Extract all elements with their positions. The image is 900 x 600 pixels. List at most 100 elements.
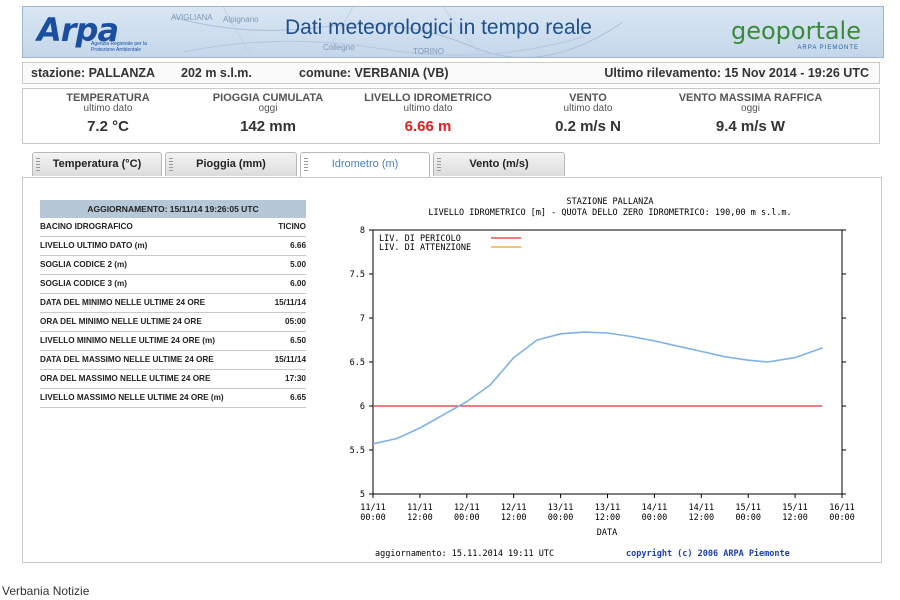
geoportale-subtitle: ARPA PIEMONTE <box>797 45 859 51</box>
x-tick-label: 13/11 <box>548 503 574 513</box>
measure-value: 0.2 m/s N <box>555 118 621 135</box>
arpa-logo-text: Arpa <box>37 11 119 49</box>
chart-svg: STAZIONE PALLANZA LIVELLO IDROMETRICO [m… <box>350 197 855 559</box>
tab-vento[interactable]: Vento (m/s) <box>433 152 565 176</box>
x-tick-label: 00:00 <box>548 513 574 523</box>
x-tick-label: 13/11 <box>595 503 621 513</box>
row-value: 5.00 <box>290 260 306 269</box>
content-panel <box>22 177 882 563</box>
x-tick-label: 12:00 <box>501 513 527 523</box>
x-tick-label: 00:00 <box>360 513 386 523</box>
table-row: LIVELLO MINIMO NELLE ULTIME 24 ORE (m) 6.… <box>40 332 306 351</box>
tab-grip-icon <box>169 158 173 171</box>
measure-wind-gust: VENTO MASSIMA RAFFICA oggi 9.4 m/s W <box>663 92 838 136</box>
tab-temperatura[interactable]: Temperatura (°C) <box>32 152 162 176</box>
x-tick-label: 00:00 <box>735 513 761 523</box>
x-tick-label: 12:00 <box>782 513 808 523</box>
y-tick-label: 7.5 <box>350 270 365 280</box>
x-tick-label: 16/11 <box>829 503 855 513</box>
measure-label: VENTO MASSIMA RAFFICA <box>678 92 823 104</box>
measure-sub: ultimo dato <box>403 103 453 114</box>
y-tick-label: 6 <box>360 402 365 412</box>
map-label: Collegno <box>323 43 355 52</box>
table-row: DATA DEL MASSIMO NELLE ULTIME 24 ORE 15/1… <box>40 351 306 370</box>
table-row: DATA DEL MINIMO NELLE ULTIME 24 ORE 15/11… <box>40 294 306 313</box>
x-tick-label: 15/11 <box>782 503 808 513</box>
arpa-logo[interactable]: Arpa Agenzia Regionale per la Protezione… <box>37 11 167 55</box>
x-tick-label: 12:00 <box>689 513 715 523</box>
row-value: 15/11/14 <box>274 355 306 364</box>
row-value: 6.65 <box>290 393 306 402</box>
x-tick-label: 14/11 <box>642 503 668 513</box>
tab-grip-icon <box>304 158 308 171</box>
tab-label: Idrometro (m) <box>331 158 399 170</box>
y-tick-label: 8 <box>360 226 365 236</box>
last-reading: Ultimo rilevamento: 15 Nov 2014 - 19:26 … <box>604 66 869 80</box>
x-tick-label: 11/11 <box>360 503 386 513</box>
x-tick-label: 12/11 <box>454 503 480 513</box>
row-key: BACINO IDROGRAFICO <box>40 222 133 231</box>
measure-label: PIOGGIA CUMULATA <box>212 92 324 104</box>
station-name: stazione: PALLANZA <box>31 66 156 80</box>
x-axis-label: DATA <box>597 528 617 538</box>
row-value: 05:00 <box>285 317 306 326</box>
x-tick-label: 12:00 <box>595 513 621 523</box>
data-table: AGGIORNAMENTO: 15/11/14 19:26:05 UTC BAC… <box>40 200 306 408</box>
row-key: LIVELLO ULTIMO DATO (m) <box>40 241 148 250</box>
row-key: ORA DEL MINIMO NELLE ULTIME 24 ORE <box>40 317 202 326</box>
legend-label: LIV. DI ATTENZIONE <box>379 243 471 253</box>
x-tick-label: 14/11 <box>689 503 715 513</box>
map-label: AVIGLIANA <box>171 13 213 22</box>
tab-grip-icon <box>36 158 40 171</box>
measure-water-level: LIVELLO IDROMETRICO ultimo dato 6.66 m <box>353 92 503 136</box>
x-tick-label: 00:00 <box>642 513 668 523</box>
row-value: 17:30 <box>285 374 306 383</box>
measure-sub: ultimo dato <box>83 103 133 114</box>
geoportale-logo[interactable]: geoportale <box>730 17 861 45</box>
y-tick-label: 5.5 <box>350 446 365 456</box>
x-tick-label: 00:00 <box>829 513 855 523</box>
table-row: SOGLIA CODICE 3 (m) 6.00 <box>40 275 306 294</box>
y-tick-label: 6.5 <box>350 358 365 368</box>
measure-sub: oggi <box>258 103 278 114</box>
measure-value: 7.2 °C <box>87 118 129 135</box>
row-key: ORA DEL MASSIMO NELLE ULTIME 24 ORE <box>40 374 211 383</box>
x-tick-label: 12/11 <box>501 503 527 513</box>
measures-panel: TEMPERATURA ultimo dato 7.2 °C PIOGGIA C… <box>22 88 880 144</box>
measure-sub: ultimo dato <box>563 103 613 114</box>
table-row: LIVELLO MASSIMO NELLE ULTIME 24 ORE (m) 6… <box>40 389 306 408</box>
chart-title: STAZIONE PALLANZA <box>567 197 654 207</box>
copyright-link[interactable]: copyright (c) 2006 ARPA Piemonte <box>626 548 790 559</box>
x-tick-label: 12:00 <box>407 513 433 523</box>
tab-pioggia[interactable]: Pioggia (mm) <box>165 152 297 176</box>
footer-credit: Verbania Notizie <box>2 584 90 598</box>
row-value: 6.50 <box>290 336 306 345</box>
map-label: TORINO <box>413 47 444 56</box>
station-bar: stazione: PALLANZA 202 m s.l.m. comune: … <box>22 62 880 84</box>
row-key: SOGLIA CODICE 3 (m) <box>40 279 128 288</box>
x-tick-label: 11/11 <box>407 503 433 513</box>
tab-label: Temperatura (°C) <box>52 158 142 170</box>
tab-label: Pioggia (mm) <box>196 158 266 170</box>
table-header: AGGIORNAMENTO: 15/11/14 19:26:05 UTC <box>40 200 306 218</box>
map-background <box>172 7 624 57</box>
table-row: SOGLIA CODICE 2 (m) 5.00 <box>40 256 306 275</box>
measure-label: VENTO <box>569 92 607 104</box>
tab-idrometro[interactable]: Idrometro (m) <box>300 152 430 178</box>
page-title: Dati meteorologici in tempo reale <box>285 16 592 39</box>
measure-rain: PIOGGIA CUMULATA oggi 142 mm <box>193 92 343 136</box>
row-key: LIVELLO MASSIMO NELLE ULTIME 24 ORE (m) <box>40 393 224 402</box>
row-key: LIVELLO MINIMO NELLE ULTIME 24 ORE (m) <box>40 336 215 345</box>
measure-value: 142 mm <box>240 118 296 135</box>
table-row: ORA DEL MINIMO NELLE ULTIME 24 ORE 05:00 <box>40 313 306 332</box>
measure-sub: oggi <box>741 103 760 114</box>
measure-label: LIVELLO IDROMETRICO <box>364 92 492 104</box>
series-line <box>372 331 823 445</box>
chart-subtitle: LIVELLO IDROMETRICO [m] - QUOTA DELLO ZE… <box>428 208 791 218</box>
row-key: DATA DEL MASSIMO NELLE ULTIME 24 ORE <box>40 355 214 364</box>
table-row: ORA DEL MASSIMO NELLE ULTIME 24 ORE 17:30 <box>40 370 306 389</box>
station-comune: comune: VERBANIA (VB) <box>299 66 449 80</box>
x-tick-label: 15/11 <box>735 503 761 513</box>
row-key: DATA DEL MINIMO NELLE ULTIME 24 ORE <box>40 298 206 307</box>
measure-label: TEMPERATURA <box>66 92 150 104</box>
